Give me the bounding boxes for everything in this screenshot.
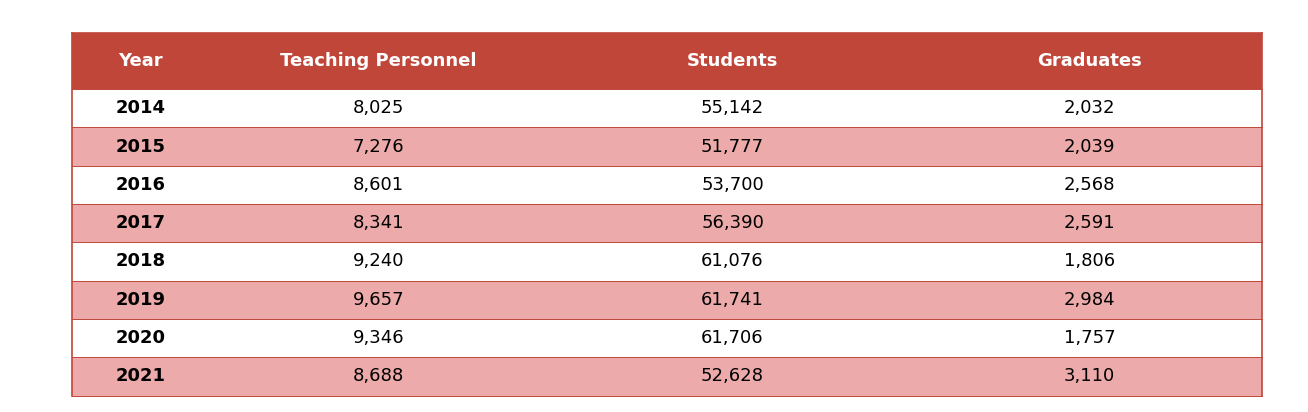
Text: Students: Students (687, 52, 778, 70)
Text: 9,657: 9,657 (353, 291, 404, 309)
Text: 1,806: 1,806 (1065, 253, 1116, 271)
Text: 3,110: 3,110 (1063, 368, 1116, 385)
Text: 8,341: 8,341 (353, 214, 404, 232)
Bar (72, 357, 1262, 396)
Text: 61,741: 61,741 (701, 291, 764, 309)
Text: 9,240: 9,240 (353, 253, 404, 271)
Text: 61,076: 61,076 (701, 253, 764, 271)
Text: 8,025: 8,025 (353, 99, 404, 117)
Text: 55,142: 55,142 (701, 99, 764, 117)
Text: 7,276: 7,276 (353, 138, 404, 156)
Text: 2015: 2015 (115, 138, 165, 156)
Text: 53,700: 53,700 (701, 176, 764, 194)
Text: 2021: 2021 (115, 368, 165, 385)
Text: 2,591: 2,591 (1063, 214, 1116, 232)
Text: 2019: 2019 (115, 291, 165, 309)
Text: Teaching Personnel: Teaching Personnel (280, 52, 476, 70)
Text: 2017: 2017 (115, 214, 165, 232)
Text: 2014: 2014 (115, 99, 165, 117)
Text: 2,984: 2,984 (1063, 291, 1116, 309)
Text: 2018: 2018 (115, 253, 165, 271)
Text: 2020: 2020 (115, 329, 165, 347)
Text: 1,757: 1,757 (1063, 329, 1116, 347)
Text: 2,568: 2,568 (1063, 176, 1116, 194)
Bar (72, 319, 1262, 357)
Text: 8,601: 8,601 (353, 176, 404, 194)
Text: 56,390: 56,390 (701, 214, 764, 232)
Text: 51,777: 51,777 (701, 138, 764, 156)
Text: 9,346: 9,346 (353, 329, 404, 347)
Text: Year: Year (118, 52, 162, 70)
Bar (72, 89, 1262, 127)
Text: Graduates: Graduates (1037, 52, 1142, 70)
Text: 2,039: 2,039 (1063, 138, 1116, 156)
Bar (72, 127, 1262, 166)
Text: 2,032: 2,032 (1063, 99, 1116, 117)
Bar (72, 242, 1262, 281)
Bar (72, 204, 1262, 242)
Bar (72, 33, 1262, 89)
Text: 52,628: 52,628 (701, 368, 764, 385)
Text: 8,688: 8,688 (353, 368, 404, 385)
Bar (72, 281, 1262, 319)
Text: 2016: 2016 (115, 176, 165, 194)
Text: 61,706: 61,706 (701, 329, 764, 347)
Bar (72, 166, 1262, 204)
